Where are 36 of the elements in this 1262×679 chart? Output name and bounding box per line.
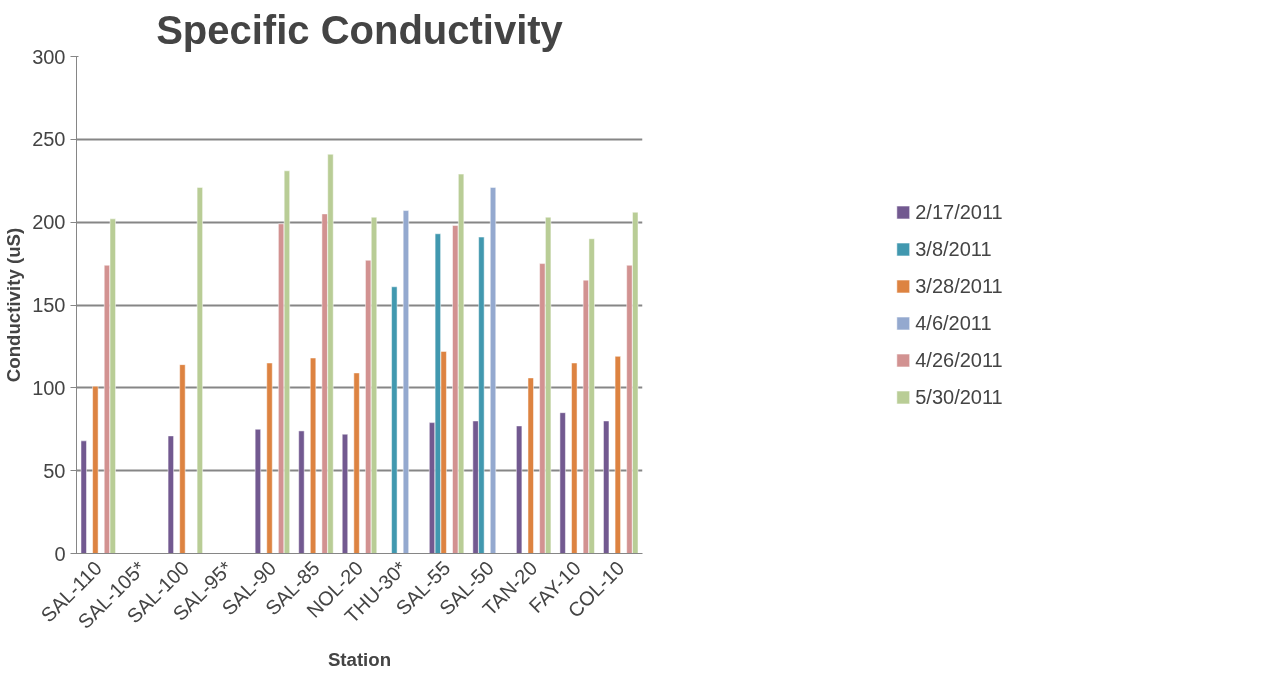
bar xyxy=(196,187,203,554)
bar xyxy=(341,433,348,554)
bar xyxy=(603,420,610,554)
y-tick-label: 250 xyxy=(32,128,66,151)
y-axis-title: Conductivity (uS) xyxy=(3,227,25,383)
bar xyxy=(614,356,621,554)
y-tick-label: 100 xyxy=(32,376,66,399)
y-tick-label: 200 xyxy=(32,211,66,234)
bar xyxy=(391,286,398,554)
bar xyxy=(571,362,578,554)
bar xyxy=(559,412,566,554)
legend-label: 3/8/2011 xyxy=(915,237,992,261)
bar xyxy=(527,377,534,554)
y-tick-label: 300 xyxy=(32,45,66,68)
bar xyxy=(298,430,305,554)
bar xyxy=(310,357,317,554)
bar xyxy=(353,372,360,554)
bar xyxy=(167,435,174,554)
chart-title: Specific Conductivity xyxy=(156,7,564,52)
bar xyxy=(490,187,497,554)
bar xyxy=(254,429,261,554)
legend-label: 3/28/2011 xyxy=(915,274,1003,298)
bar xyxy=(516,425,523,554)
y-tick-label: 50 xyxy=(43,459,66,482)
legend-label: 4/6/2011 xyxy=(915,311,992,335)
bar xyxy=(80,440,87,554)
y-tick-label: 0 xyxy=(54,542,66,565)
bar xyxy=(402,210,409,554)
y-tick-label: 150 xyxy=(32,294,66,316)
legend-label: 4/26/2011 xyxy=(915,348,1003,372)
x-axis-title: Station xyxy=(327,648,392,670)
legend-label: 5/30/2011 xyxy=(915,385,1003,409)
legend-label: 2/17/2011 xyxy=(915,200,1003,224)
bar xyxy=(266,362,273,554)
bar xyxy=(179,364,186,554)
bar xyxy=(92,385,99,554)
